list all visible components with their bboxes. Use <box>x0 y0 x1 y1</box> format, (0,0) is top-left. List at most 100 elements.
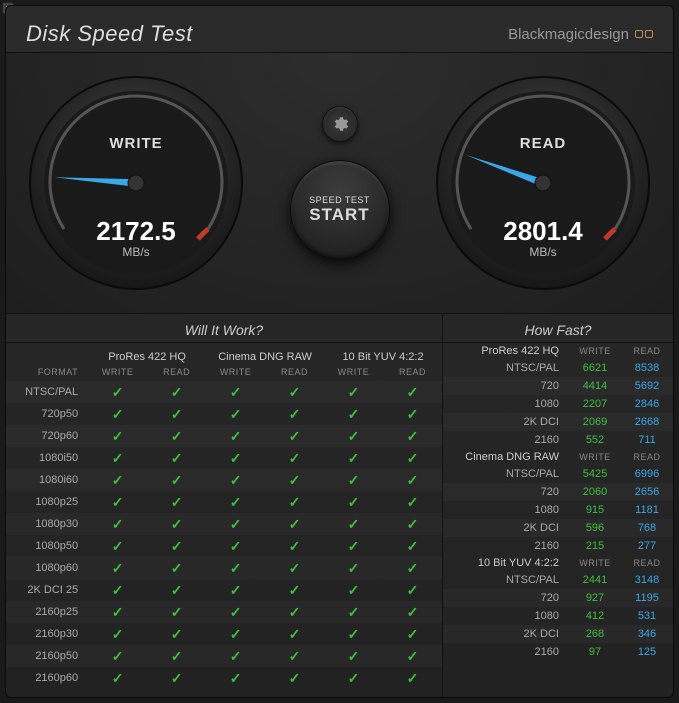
hf-row: 720 4414 5692 <box>443 377 673 395</box>
check-cell: ✓ <box>265 645 324 667</box>
wiw-codec-2: 10 Bit YUV 4:2:2 <box>324 343 442 365</box>
brand-text: Blackmagicdesign <box>508 26 629 43</box>
hf-read-value: 346 <box>621 628 673 640</box>
hf-write-value: 97 <box>569 646 621 658</box>
check-icon: ✓ <box>289 384 301 400</box>
check-icon: ✓ <box>289 450 301 466</box>
check-cell: ✓ <box>383 425 442 447</box>
check-cell: ✓ <box>147 645 206 667</box>
format-label: 2160p30 <box>6 623 88 645</box>
hf-codec-label: ProRes 422 HQ <box>443 345 569 357</box>
check-cell: ✓ <box>265 513 324 535</box>
hf-section-header: ProRes 422 HQ WRITE READ <box>443 343 673 359</box>
hf-row-label: 2160 <box>443 646 569 658</box>
format-label: 2160p50 <box>6 645 88 667</box>
hf-row-label: 2160 <box>443 434 569 446</box>
check-cell: ✓ <box>265 381 324 403</box>
format-label: 720p50 <box>6 403 88 425</box>
check-cell: ✓ <box>324 623 383 645</box>
check-cell: ✓ <box>88 601 147 623</box>
settings-button[interactable] <box>322 106 358 142</box>
hf-write-value: 915 <box>569 504 621 516</box>
check-icon: ✓ <box>407 538 419 554</box>
check-icon: ✓ <box>407 494 419 510</box>
check-icon: ✓ <box>112 560 124 576</box>
hf-write-value: 412 <box>569 610 621 622</box>
how-fast-panel: How Fast? ProRes 422 HQ WRITE READNTSC/P… <box>443 314 673 697</box>
hf-read-header: READ <box>621 452 673 462</box>
start-button[interactable]: SPEED TEST START <box>290 160 390 260</box>
hf-row: NTSC/PAL 6621 8538 <box>443 359 673 377</box>
hf-row-label: 2160 <box>443 540 569 552</box>
check-cell: ✓ <box>88 579 147 601</box>
check-cell: ✓ <box>324 491 383 513</box>
check-cell: ✓ <box>383 579 442 601</box>
format-label: 1080p25 <box>6 491 88 513</box>
check-icon: ✓ <box>112 428 124 444</box>
hf-write-value: 5425 <box>569 468 621 480</box>
check-cell: ✓ <box>88 469 147 491</box>
center-controls: SPEED TEST START <box>290 106 390 260</box>
hf-write-value: 4414 <box>569 380 621 392</box>
gauges-area: WRITE 2172.5 MB/s READ 2801.4 MB/s <box>6 52 673 314</box>
table-row: NTSC/PAL✓✓✓✓✓✓ <box>6 381 442 403</box>
check-icon: ✓ <box>112 472 124 488</box>
hf-row: 720 927 1195 <box>443 589 673 607</box>
check-cell: ✓ <box>383 667 442 689</box>
table-row: 2160p50✓✓✓✓✓✓ <box>6 645 442 667</box>
check-cell: ✓ <box>324 403 383 425</box>
check-icon: ✓ <box>407 472 419 488</box>
check-icon: ✓ <box>348 494 360 510</box>
check-cell: ✓ <box>324 513 383 535</box>
check-cell: ✓ <box>147 469 206 491</box>
check-cell: ✓ <box>324 667 383 689</box>
will-it-work-panel: Will It Work? ProRes 422 HQ Cinema DNG R… <box>6 314 443 697</box>
check-cell: ✓ <box>383 381 442 403</box>
check-icon: ✓ <box>348 428 360 444</box>
hf-row-label: 2K DCI <box>443 522 569 534</box>
read-gauge-value: 2801.4 MB/s <box>433 216 653 259</box>
check-icon: ✓ <box>407 450 419 466</box>
hf-write-value: 2060 <box>569 486 621 498</box>
wiw-codec-0: ProRes 422 HQ <box>88 343 206 365</box>
check-cell: ✓ <box>88 623 147 645</box>
start-line1: SPEED TEST <box>309 195 370 205</box>
check-cell: ✓ <box>206 667 265 689</box>
format-label: 1080p30 <box>6 513 88 535</box>
check-icon: ✓ <box>289 560 301 576</box>
table-row: 720p50✓✓✓✓✓✓ <box>6 403 442 425</box>
check-cell: ✓ <box>383 645 442 667</box>
check-icon: ✓ <box>230 428 242 444</box>
hf-row-label: NTSC/PAL <box>443 468 569 480</box>
hf-read-value: 2846 <box>621 398 673 410</box>
check-cell: ✓ <box>206 557 265 579</box>
hf-title: How Fast? <box>443 314 673 343</box>
check-cell: ✓ <box>383 557 442 579</box>
hf-write-value: 552 <box>569 434 621 446</box>
hf-read-header: READ <box>621 346 673 356</box>
check-icon: ✓ <box>230 582 242 598</box>
check-icon: ✓ <box>289 406 301 422</box>
check-icon: ✓ <box>112 604 124 620</box>
format-label: 1080i60 <box>6 469 88 491</box>
check-cell: ✓ <box>88 535 147 557</box>
hf-read-value: 5692 <box>621 380 673 392</box>
tables-area: Will It Work? ProRes 422 HQ Cinema DNG R… <box>6 314 673 697</box>
check-icon: ✓ <box>112 582 124 598</box>
hf-row-label: NTSC/PAL <box>443 362 569 374</box>
check-cell: ✓ <box>265 425 324 447</box>
hf-section-header: Cinema DNG RAW WRITE READ <box>443 449 673 465</box>
check-cell: ✓ <box>324 601 383 623</box>
check-icon: ✓ <box>112 538 124 554</box>
check-icon: ✓ <box>230 560 242 576</box>
hf-read-value: 1181 <box>621 504 673 516</box>
check-icon: ✓ <box>407 516 419 532</box>
check-icon: ✓ <box>407 648 419 664</box>
hf-read-value: 768 <box>621 522 673 534</box>
check-icon: ✓ <box>289 604 301 620</box>
check-cell: ✓ <box>206 579 265 601</box>
check-icon: ✓ <box>171 384 183 400</box>
check-icon: ✓ <box>407 384 419 400</box>
hf-read-value: 6996 <box>621 468 673 480</box>
check-cell: ✓ <box>265 491 324 513</box>
